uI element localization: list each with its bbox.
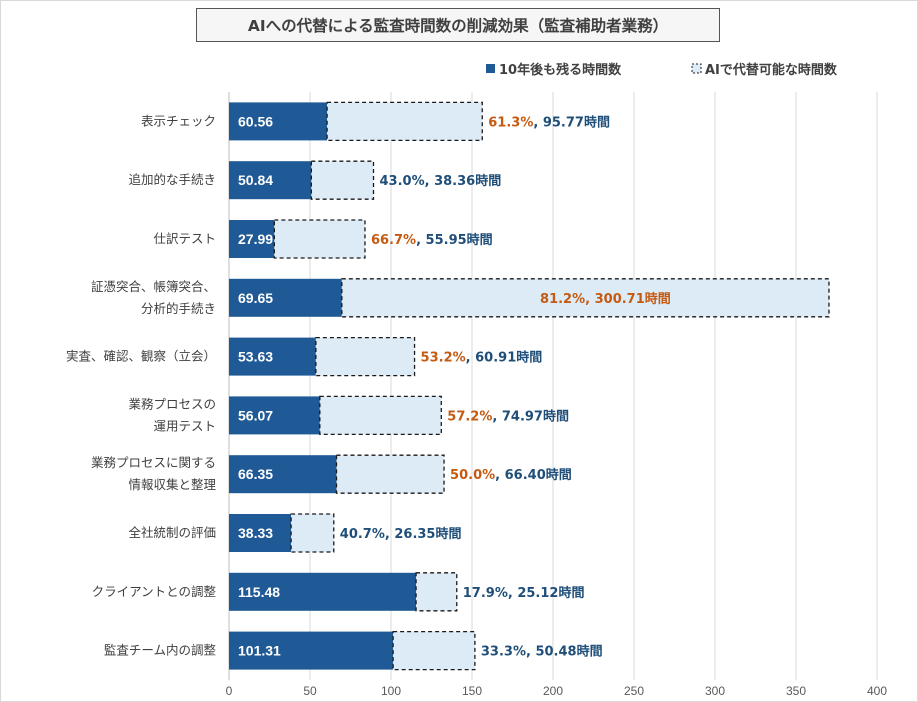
x-tick-labels: 0 50 100 150 200 250 300 350 400 bbox=[226, 684, 888, 698]
bar-value-label: 60.56 bbox=[238, 113, 273, 129]
bar-remaining bbox=[229, 161, 312, 200]
bar-remaining bbox=[229, 278, 342, 317]
bar-value-label: 38.33 bbox=[238, 525, 273, 541]
bar-value-label: 66.35 bbox=[238, 466, 273, 482]
category-label: 全社統制の評価 bbox=[128, 525, 216, 540]
bar-remaining bbox=[229, 572, 417, 611]
annotation-hours: , 300.71時間 bbox=[585, 291, 671, 307]
category-label: 情報収集と整理 bbox=[128, 477, 216, 492]
annotation-hours: , 74.97時間 bbox=[492, 408, 569, 424]
annotation-hours: , 26.35時間 bbox=[385, 526, 462, 542]
category-label: 仕訳テスト bbox=[153, 231, 216, 246]
legend-swatch-ai bbox=[691, 63, 702, 74]
bar-annotation: 40.7%, 26.35時間 bbox=[340, 526, 462, 542]
bar-remaining bbox=[229, 455, 337, 494]
bar-value-label: 69.65 bbox=[238, 290, 273, 306]
bar-ai-replaceable bbox=[273, 219, 366, 259]
bar-annotation: 53.2%, 60.91時間 bbox=[421, 350, 543, 366]
x-tick-label: 350 bbox=[786, 684, 806, 698]
bar-value-label: 56.07 bbox=[238, 407, 273, 423]
category-label: 業務プロセスに関する bbox=[91, 455, 216, 470]
x-tick-label: 250 bbox=[624, 684, 644, 698]
category-label: 実査、確認、観察（立会） bbox=[66, 349, 216, 364]
bars: 60.56 61.3%, 95.77時間 50.84 43.0%, 38.36時間 27… bbox=[229, 101, 830, 671]
bar-annotation: 61.3%, 95.77時間 bbox=[488, 114, 610, 130]
x-tick-label: 50 bbox=[303, 684, 317, 698]
bar-remaining bbox=[229, 396, 320, 435]
annotation-percent: 50.0% bbox=[450, 468, 495, 483]
category-label: 証憑突合、帳簿突合、 bbox=[91, 279, 216, 294]
category-label: 業務プロセスの bbox=[128, 396, 216, 411]
bar-annotation: 43.0%, 38.36時間 bbox=[380, 173, 502, 189]
bar-ai-replaceable bbox=[341, 278, 830, 318]
bar-ai-replaceable bbox=[335, 454, 445, 494]
bar-ai-replaceable bbox=[415, 572, 458, 612]
annotation-hours: , 95.77時間 bbox=[533, 114, 610, 130]
annotation-percent: 81.2% bbox=[540, 292, 585, 307]
bar-value-label: 101.31 bbox=[238, 643, 281, 659]
bar-remaining bbox=[229, 514, 292, 552]
annotation-hours: , 25.12時間 bbox=[508, 585, 585, 601]
legend: 10年後も残る時間数 AIで代替可能な時間数 bbox=[486, 62, 838, 78]
legend-label-remaining: 10年後も残る時間数 bbox=[499, 62, 622, 78]
annotation-hours: , 38.36時間 bbox=[425, 173, 502, 189]
annotation-hours: , 60.91時間 bbox=[466, 350, 543, 366]
annotation-hours: , 66.40時間 bbox=[495, 467, 572, 483]
legend-label-ai: AIで代替可能な時間数 bbox=[705, 62, 838, 78]
x-tick-label: 400 bbox=[867, 684, 887, 698]
annotation-percent: 17.9% bbox=[463, 586, 508, 601]
category-labels: 表示チェック追加的な手続き仕訳テスト証憑突合、帳簿突合、分析的手続き実査、確認、… bbox=[66, 113, 217, 657]
bar-annotation: 81.2%, 300.71時間 bbox=[540, 291, 671, 307]
legend-swatch-remaining bbox=[486, 64, 495, 73]
bar-ai-replaceable bbox=[392, 630, 476, 671]
bar-value-label: 115.48 bbox=[238, 584, 280, 600]
bar-remaining bbox=[229, 631, 394, 670]
annotation-percent: 40.7% bbox=[340, 527, 385, 542]
annotation-percent: 43.0% bbox=[380, 174, 425, 189]
bar-remaining bbox=[229, 337, 316, 376]
bar-ai-replaceable bbox=[310, 160, 375, 200]
annotation-hours: , 55.95時間 bbox=[416, 232, 493, 248]
annotation-hours: , 50.48時間 bbox=[526, 644, 603, 660]
annotation-percent: 53.2% bbox=[421, 351, 466, 366]
category-label: 追加的な手続き bbox=[128, 172, 216, 187]
category-label: 監査チーム内の調整 bbox=[104, 643, 217, 658]
bar-value-label: 50.84 bbox=[238, 172, 273, 188]
bar-remaining bbox=[229, 102, 328, 141]
bar-annotation: 17.9%, 25.12時間 bbox=[463, 585, 585, 601]
category-label: 運用テスト bbox=[153, 418, 216, 433]
category-label: 分析的手続き bbox=[141, 301, 216, 316]
bar-remaining bbox=[229, 220, 275, 258]
x-tick-label: 0 bbox=[226, 684, 233, 698]
x-tick-label: 200 bbox=[543, 684, 563, 698]
x-tick-label: 300 bbox=[705, 684, 725, 698]
bar-value-label: 27.99 bbox=[238, 231, 273, 247]
bar-ai-replaceable bbox=[326, 101, 483, 142]
x-tick-label: 100 bbox=[381, 684, 401, 698]
bar-annotation: 33.3%, 50.48時間 bbox=[481, 644, 603, 660]
bar-annotation: 50.0%, 66.40時間 bbox=[450, 467, 572, 483]
bar-value-label: 53.63 bbox=[238, 349, 273, 365]
annotation-percent: 33.3% bbox=[481, 645, 526, 660]
annotation-percent: 66.7% bbox=[371, 233, 416, 248]
chart-title: AIへの代替による監査時間数の削減効果（監査補助者業務） bbox=[196, 8, 720, 42]
bar-annotation: 57.2%, 74.97時間 bbox=[447, 408, 569, 424]
bar-ai-replaceable bbox=[315, 336, 416, 377]
category-label: 表示チェック bbox=[141, 113, 216, 128]
bar-annotation: 66.7%, 55.95時間 bbox=[371, 232, 493, 248]
annotation-percent: 57.2% bbox=[447, 409, 492, 424]
bar-ai-replaceable bbox=[319, 395, 442, 436]
annotation-percent: 61.3% bbox=[488, 115, 533, 130]
bar-ai-replaceable bbox=[290, 513, 335, 553]
category-label: クライアントとの調整 bbox=[92, 584, 217, 599]
x-tick-label: 150 bbox=[462, 684, 482, 698]
